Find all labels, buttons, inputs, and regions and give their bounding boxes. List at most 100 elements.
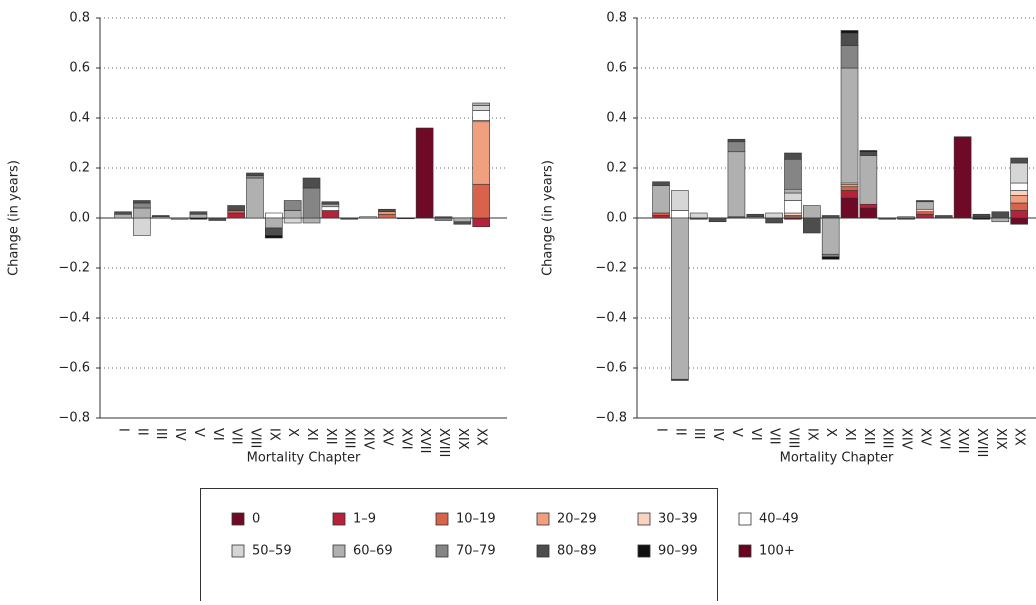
x-tick-label: XVII bbox=[955, 428, 970, 453]
legend-label: 20–29 bbox=[557, 512, 597, 527]
x-tick-label: IV bbox=[710, 428, 725, 441]
bar-segment bbox=[765, 217, 783, 224]
x-tick-label: XVII bbox=[417, 428, 432, 453]
legend-label: 10–19 bbox=[456, 512, 496, 527]
bar-segment bbox=[227, 212, 245, 219]
legend-swatch bbox=[231, 512, 245, 526]
legend-label: 100+ bbox=[759, 544, 795, 559]
bar-segment bbox=[840, 30, 859, 34]
bar-segment bbox=[453, 221, 472, 225]
bar-segment bbox=[840, 67, 859, 184]
bar-segment bbox=[133, 202, 151, 209]
bar-segment bbox=[671, 378, 689, 381]
x-tick-label: IX bbox=[804, 428, 819, 441]
bar-segment bbox=[934, 215, 953, 219]
bar-segment bbox=[114, 211, 132, 215]
bar-segment bbox=[283, 217, 302, 224]
legend-swatch bbox=[435, 544, 449, 558]
legend-label: 90–99 bbox=[658, 544, 698, 559]
bar-segment bbox=[378, 208, 396, 213]
y-tick-label: 0.4 bbox=[69, 111, 90, 126]
x-tick-label: XIX bbox=[993, 428, 1008, 450]
x-tick-label: II bbox=[672, 428, 687, 436]
x-axis-label: Mortality Chapter bbox=[247, 451, 361, 466]
x-tick-label: III bbox=[153, 428, 168, 440]
bar-segment bbox=[652, 181, 670, 186]
bar-segment bbox=[321, 206, 340, 211]
bar-segment bbox=[1010, 202, 1028, 211]
bar-segment bbox=[246, 177, 264, 219]
y-tick-label: 0.0 bbox=[606, 211, 627, 226]
bar-segment bbox=[453, 217, 472, 223]
bar-segment bbox=[114, 213, 132, 219]
bar-segment bbox=[821, 253, 840, 258]
bar-segment bbox=[189, 213, 208, 219]
bar-segment bbox=[803, 205, 821, 219]
bar-segment bbox=[821, 217, 840, 255]
bar-segment bbox=[302, 187, 321, 219]
bar-segment bbox=[671, 190, 689, 211]
y-tick-label: 0.8 bbox=[69, 11, 90, 26]
y-axis-label: Change (in years) bbox=[7, 160, 22, 276]
bar-segment bbox=[321, 203, 340, 208]
bar-segment bbox=[840, 45, 859, 69]
bar-segment bbox=[1010, 157, 1028, 164]
y-axis-label: Change (in years) bbox=[541, 160, 556, 276]
x-tick-label: VII bbox=[229, 428, 244, 445]
bar-segment bbox=[727, 138, 746, 143]
bar-segment bbox=[708, 217, 727, 223]
legend-box bbox=[200, 488, 718, 605]
x-tick-label: X bbox=[823, 428, 838, 437]
y-tick-label: −0.8 bbox=[58, 411, 90, 426]
x-tick-label: II bbox=[134, 428, 149, 436]
bar-segment bbox=[784, 188, 802, 194]
bar-segment bbox=[671, 210, 689, 219]
y-tick-label: −0.2 bbox=[58, 261, 90, 276]
bar-segment bbox=[821, 215, 840, 219]
x-tick-label: XVIII bbox=[436, 428, 451, 457]
bar-segment bbox=[321, 201, 340, 205]
x-tick-label: XIII bbox=[880, 428, 895, 448]
bar-segment bbox=[689, 217, 708, 220]
bar-segment bbox=[784, 212, 802, 216]
x-tick-label: XII bbox=[323, 428, 338, 445]
bar-segment bbox=[265, 235, 283, 239]
x-tick-label: VIII bbox=[785, 428, 800, 448]
bar-segment bbox=[746, 213, 765, 218]
y-tick-label: 0.0 bbox=[69, 211, 90, 226]
bar-segment bbox=[227, 205, 245, 211]
x-axis-label: Mortality Chapter bbox=[780, 451, 894, 466]
bar-segment bbox=[916, 201, 934, 210]
bar-segment bbox=[321, 210, 340, 219]
bar-segment bbox=[265, 217, 283, 229]
x-tick-label: XI bbox=[304, 428, 319, 441]
bar-segment bbox=[472, 110, 490, 121]
bar-segment bbox=[953, 136, 972, 219]
x-tick-label: XV bbox=[917, 428, 932, 446]
legend-swatch bbox=[536, 544, 550, 558]
bar-segment bbox=[840, 190, 859, 199]
bar-segment bbox=[991, 217, 1010, 223]
y-tick-label: −0.2 bbox=[595, 261, 627, 276]
x-tick-label: IV bbox=[172, 428, 187, 441]
y-tick-label: 0.2 bbox=[69, 161, 90, 176]
bar-segment bbox=[1010, 162, 1028, 184]
y-tick-label: 0.8 bbox=[606, 11, 627, 26]
bar-segment bbox=[434, 216, 453, 219]
bar-segment bbox=[227, 210, 245, 214]
x-tick-label: VI bbox=[210, 428, 225, 441]
legend-label: 80–89 bbox=[557, 544, 597, 559]
x-tick-label: XI bbox=[842, 428, 857, 441]
bar-segment bbox=[434, 217, 453, 221]
x-tick-label: I bbox=[654, 428, 669, 432]
bar-segment bbox=[359, 216, 377, 219]
x-tick-label: XX bbox=[1012, 428, 1027, 446]
legend-label: 30–39 bbox=[658, 512, 698, 527]
legend-label: 60–69 bbox=[353, 544, 393, 559]
bar-segment bbox=[265, 227, 283, 236]
bar-segment bbox=[189, 217, 208, 220]
bar-segment bbox=[1010, 217, 1028, 225]
legend-swatch bbox=[738, 512, 752, 526]
bar-segment bbox=[472, 121, 490, 185]
bar-segment bbox=[727, 141, 746, 153]
